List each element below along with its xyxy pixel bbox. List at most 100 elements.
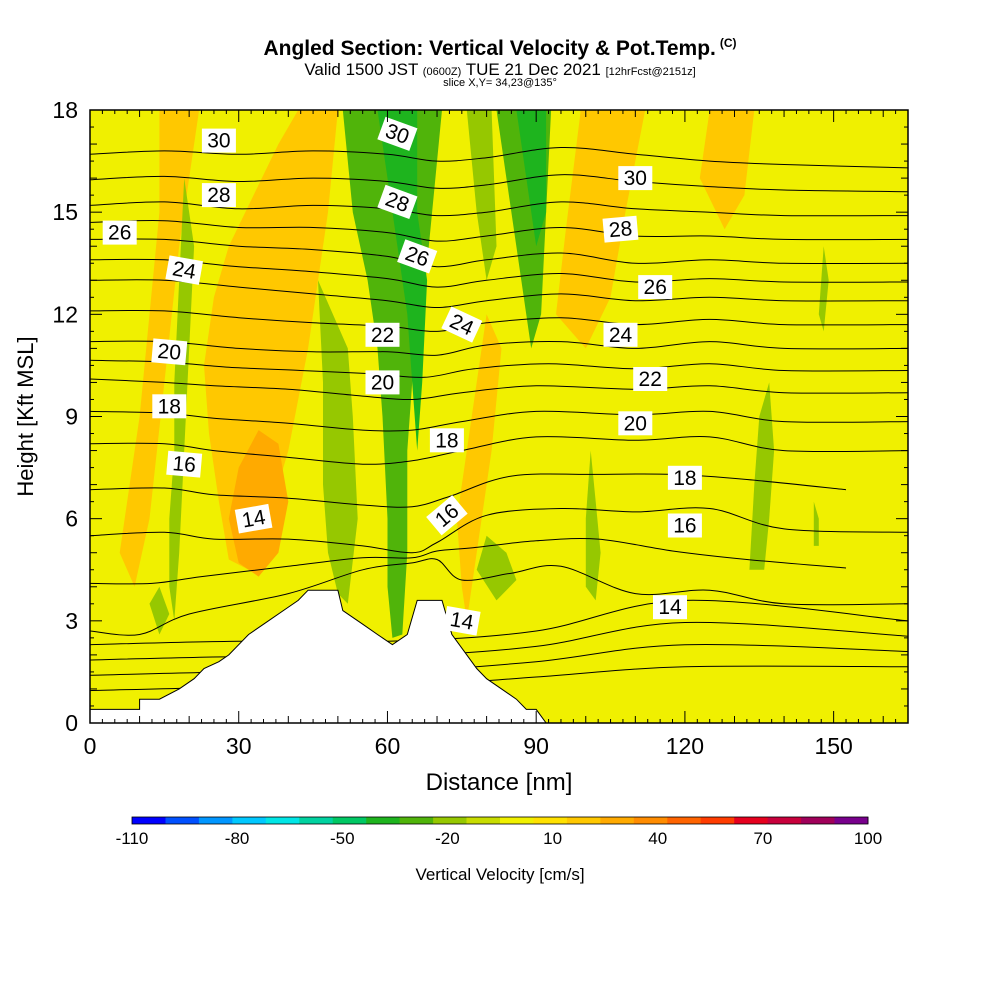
colorbar-tick-label: 10 [543,829,562,848]
contour-intermediate-7 [90,174,908,193]
terrain-mask [89,589,548,724]
contour-label-13: 20 [365,370,400,395]
contour-label-text: 26 [108,222,131,245]
contour-label-box [667,465,702,490]
colorbar-swatch [633,817,668,824]
contour-label-box [201,128,236,153]
updraft-region-1 [228,430,289,577]
contour-20 [90,378,908,401]
contour-label-text: 20 [371,371,394,394]
contour-label-text: 20 [624,412,647,435]
contour-label-text: 30 [624,167,647,190]
colorbar-swatch [834,817,869,824]
contour-label-text: 20 [157,340,182,365]
contour-label-text: 18 [673,467,696,490]
contour-label-22: 20 [618,411,653,436]
contour-label-text: 22 [371,324,394,347]
contour-label-text: 14 [448,608,475,635]
downdraft-region-18 [749,382,775,570]
contour-label-box [151,338,188,366]
colorbar-swatch [734,817,769,824]
colorbar-label: Vertical Velocity [cm/s] [415,865,584,884]
contour-label-2: 26 [102,220,137,245]
contour-label-box [638,275,673,300]
contour-label-box [165,255,204,285]
contour-label-box [653,595,687,620]
y-tick-label: 12 [52,301,78,327]
contour-label-0: 30 [201,128,236,153]
contour-30 [90,146,908,169]
contour-label-14: 18 [429,428,464,453]
forecast-run: [12hrFcst@2151z] [605,66,696,78]
contour-label-12: 22 [365,322,400,347]
colorbar-swatch [500,817,534,824]
contour-label-box [152,394,187,419]
contour-label-box [397,239,438,274]
contour-28 [90,201,908,217]
colorbar-swatch [399,817,434,824]
colorbar-frame [131,816,869,825]
contour-intermediate-3 [90,359,908,378]
contour-label-text: 16 [172,452,197,477]
downdraft-region-13 [466,110,497,281]
contour-label-box [442,606,481,636]
contour-label-1: 28 [201,183,236,208]
contour-label-box [377,184,418,219]
contour-intermediate-6 [90,220,908,242]
x-tick-label: 90 [523,733,549,759]
terrain [89,589,548,724]
contour-label-18: 28 [602,215,639,243]
contour-22 [90,340,908,356]
colorbar-swatch [667,817,702,824]
colorbar-swatch [132,817,166,824]
contour-label-21: 22 [633,367,668,391]
contour-label-box [602,215,639,243]
contour-label-box [667,513,702,538]
colorbar-swatch [700,817,735,824]
contour-label-7: 14 [234,503,273,534]
colorbar-tick-label: 100 [854,829,882,848]
contour-label-text: 26 [644,276,667,299]
updraft-region-6 [699,110,755,230]
contour-24 [90,279,908,309]
contour-label-box [603,322,638,347]
contour-intermediate-0 [90,537,847,585]
colorbar-swatch [600,817,635,824]
contour-label-19: 26 [638,275,673,300]
contour-label-text: 14 [658,596,682,619]
copyright-mark: (C) [719,36,737,50]
x-tick-label: 30 [226,733,252,759]
contour-label-box [234,503,273,534]
downdraft-region-16 [476,535,517,601]
contour-label-text: 14 [240,506,267,533]
colorbar-swatch [533,817,568,824]
colorbar-tick-label: -110 [116,829,149,848]
contour-label-text: 18 [435,429,458,452]
contour-label-16: 14 [442,606,481,636]
contour-label-6: 16 [166,450,203,478]
x-tick-label: 60 [375,733,401,759]
forecast-date: TUE 21 Dec 2021 [465,60,601,79]
contour-label-4: 20 [151,338,188,366]
y-tick-label: 0 [65,710,78,736]
colorbar-tick-label: 40 [648,829,667,848]
downdraft-region-15 [149,586,170,635]
contour-label-box [429,428,464,453]
slice-info: slice X,Y= 34,23@135° [443,77,557,89]
updraft-region-5 [456,314,502,621]
contour-label-box [365,322,400,347]
contour-label-20: 24 [603,322,638,347]
colorbar-tick-label: 70 [753,829,772,848]
contour-14 [90,558,908,636]
colorbar-swatch [366,817,401,824]
colorbar-tick-label: -80 [225,829,250,848]
chart-subtitle: Valid 1500 JST (0600Z) TUE 21 Dec 2021 [… [0,60,1000,80]
colorbar-swatch [332,817,367,824]
downdraft-region-10 [318,280,358,604]
utc-time: (0600Z) [422,66,462,78]
x-tick-label: 0 [84,733,97,759]
contour-16 [90,507,908,554]
contour-label-23: 18 [667,465,702,490]
y-tick-label: 18 [52,97,78,123]
